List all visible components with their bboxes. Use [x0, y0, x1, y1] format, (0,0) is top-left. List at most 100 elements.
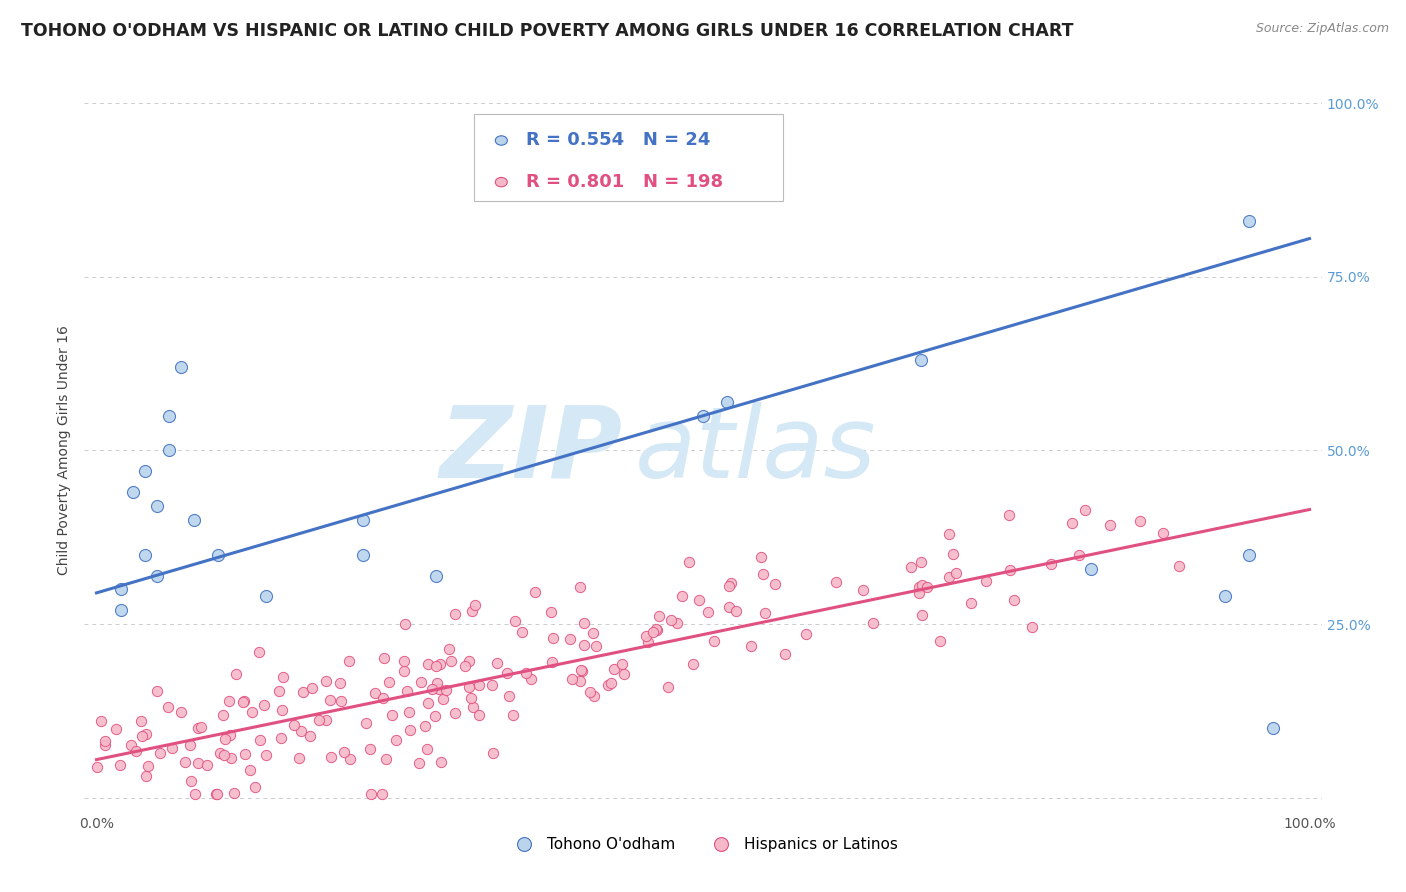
Point	[162, 741, 184, 756]
Point	[610, 657, 633, 672]
Point	[716, 394, 738, 409]
Point	[637, 635, 659, 649]
Point	[1060, 516, 1083, 531]
Point	[636, 629, 658, 643]
Point	[1168, 559, 1191, 574]
Point	[998, 508, 1021, 523]
Point	[364, 685, 387, 699]
Point	[381, 708, 404, 723]
Point	[392, 654, 415, 668]
Point	[411, 674, 433, 689]
Point	[582, 689, 605, 703]
Point	[572, 639, 595, 653]
Point	[359, 742, 381, 756]
Point	[579, 685, 602, 699]
Point	[657, 681, 679, 695]
Point	[195, 757, 218, 772]
Point	[86, 760, 108, 774]
Point	[569, 674, 592, 689]
Point	[329, 676, 352, 690]
Point	[720, 576, 742, 591]
Point	[443, 607, 465, 621]
Point	[319, 749, 342, 764]
Point	[938, 570, 960, 584]
Point	[207, 788, 229, 802]
Point	[1002, 593, 1025, 607]
Point	[945, 566, 967, 580]
Point	[254, 590, 277, 604]
Point	[928, 634, 950, 648]
Point	[643, 625, 665, 640]
Point	[460, 691, 482, 706]
Point	[752, 567, 775, 582]
Point	[146, 684, 169, 698]
Point	[291, 685, 314, 699]
Point	[408, 756, 430, 770]
Point	[671, 589, 693, 603]
Point	[718, 579, 741, 593]
Point	[523, 585, 546, 599]
Point	[572, 615, 595, 630]
Point	[692, 409, 714, 423]
Point	[740, 639, 762, 653]
Point	[900, 560, 922, 574]
Point	[212, 747, 235, 762]
Point	[301, 681, 323, 695]
Point	[1213, 590, 1236, 604]
Point	[170, 705, 193, 719]
Point	[763, 576, 786, 591]
Point	[585, 639, 607, 653]
Y-axis label: Child Poverty Among Girls Under 16: Child Poverty Among Girls Under 16	[58, 326, 72, 575]
Point	[697, 605, 720, 619]
Point	[773, 647, 796, 661]
Point	[110, 582, 132, 597]
Text: TOHONO O'ODHAM VS HISPANIC OR LATINO CHILD POVERTY AMONG GIRLS UNDER 16 CORRELAT: TOHONO O'ODHAM VS HISPANIC OR LATINO CHI…	[21, 22, 1074, 40]
Point	[179, 738, 201, 752]
Point	[515, 666, 537, 681]
Point	[319, 693, 342, 707]
Point	[125, 744, 148, 758]
Point	[561, 672, 583, 686]
Point	[232, 695, 254, 709]
Point	[1098, 517, 1121, 532]
Point	[174, 756, 197, 770]
Point	[120, 738, 142, 752]
Point	[157, 409, 180, 423]
Point	[678, 555, 700, 569]
Point	[371, 787, 394, 801]
Point	[352, 513, 374, 527]
Point	[249, 733, 271, 747]
Point	[219, 728, 242, 742]
Point	[420, 681, 443, 696]
Point	[540, 655, 562, 669]
Point	[613, 666, 636, 681]
Point	[1237, 548, 1260, 562]
Point	[110, 603, 132, 617]
Point	[131, 729, 153, 743]
Point	[907, 580, 929, 594]
Point	[122, 485, 145, 500]
Point	[510, 625, 533, 640]
Point	[582, 626, 605, 640]
Point	[375, 752, 398, 766]
Point	[416, 657, 439, 671]
Point	[371, 691, 394, 706]
Point	[911, 607, 934, 622]
Point	[187, 721, 209, 735]
Point	[596, 678, 619, 692]
Point	[427, 682, 450, 697]
Point	[1067, 549, 1090, 563]
Point	[269, 683, 291, 698]
FancyBboxPatch shape	[474, 114, 783, 202]
Point	[496, 666, 519, 681]
Point	[354, 715, 377, 730]
Point	[1237, 214, 1260, 228]
Point	[911, 577, 934, 591]
Point	[852, 582, 875, 597]
Point	[253, 698, 276, 712]
Text: Source: ZipAtlas.com: Source: ZipAtlas.com	[1256, 22, 1389, 36]
Text: ZIP: ZIP	[440, 402, 623, 499]
Point	[558, 632, 581, 646]
Point	[135, 769, 157, 783]
Point	[377, 674, 399, 689]
